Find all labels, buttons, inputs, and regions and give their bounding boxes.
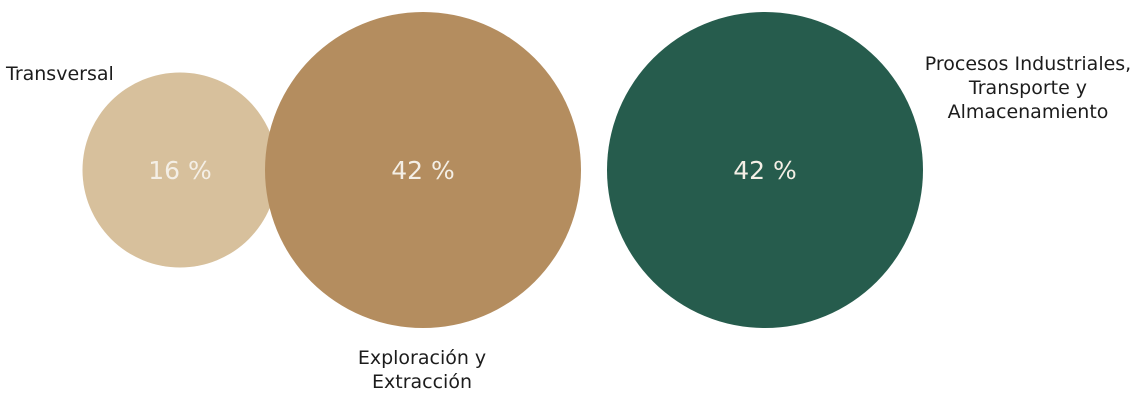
- category-label-transversal: Transversal: [6, 63, 114, 85]
- bubble-transversal: [82, 72, 278, 268]
- value-label-exploracion: 42 %: [391, 156, 455, 185]
- bubble-exploracion: [265, 12, 581, 328]
- category-label-exploracion: Exploración y Extracción: [357, 347, 487, 393]
- value-label-procesos: 42 %: [733, 156, 797, 185]
- value-label-transversal: 16 %: [148, 156, 212, 185]
- bubble-procesos: [607, 12, 923, 328]
- category-label-procesos: Procesos Industriales, Transporte y Alma…: [924, 53, 1132, 123]
